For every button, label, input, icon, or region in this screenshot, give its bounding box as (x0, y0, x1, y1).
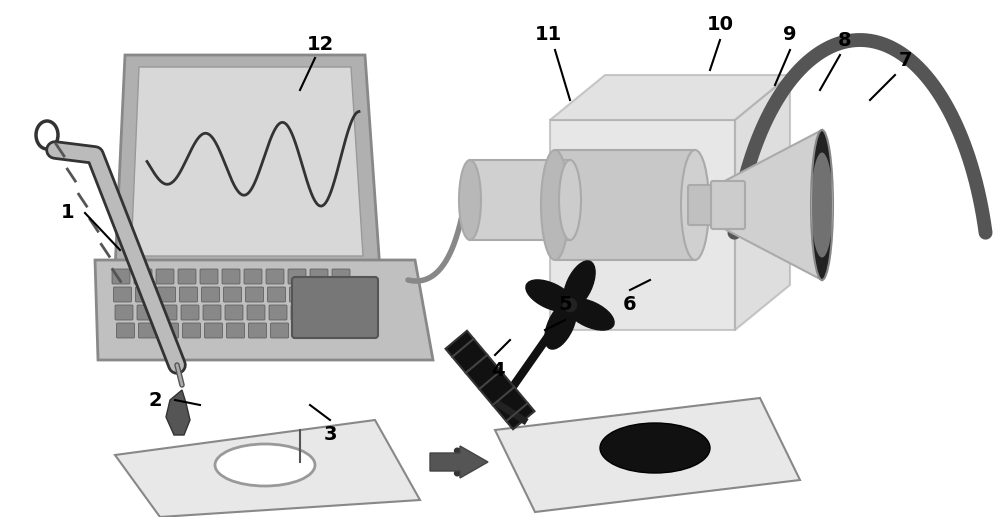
Polygon shape (430, 446, 488, 478)
FancyBboxPatch shape (202, 287, 220, 302)
Polygon shape (95, 260, 433, 360)
FancyBboxPatch shape (335, 305, 353, 320)
FancyBboxPatch shape (156, 269, 174, 284)
Text: 6: 6 (623, 296, 637, 314)
FancyBboxPatch shape (288, 269, 306, 284)
FancyBboxPatch shape (270, 323, 288, 338)
Text: 8: 8 (838, 31, 852, 50)
FancyBboxPatch shape (138, 323, 156, 338)
Polygon shape (550, 75, 790, 120)
Circle shape (562, 297, 578, 313)
FancyBboxPatch shape (313, 305, 331, 320)
FancyBboxPatch shape (182, 323, 200, 338)
Ellipse shape (811, 153, 833, 257)
Text: 11: 11 (534, 25, 562, 44)
FancyBboxPatch shape (292, 323, 310, 338)
Polygon shape (717, 130, 822, 280)
FancyBboxPatch shape (334, 287, 352, 302)
Ellipse shape (811, 130, 833, 280)
FancyBboxPatch shape (112, 269, 130, 284)
Ellipse shape (564, 261, 595, 309)
FancyBboxPatch shape (136, 287, 154, 302)
Text: 5: 5 (558, 296, 572, 314)
FancyBboxPatch shape (203, 305, 221, 320)
FancyBboxPatch shape (688, 185, 722, 225)
Ellipse shape (681, 150, 709, 260)
FancyBboxPatch shape (292, 277, 378, 338)
Ellipse shape (566, 298, 614, 330)
FancyBboxPatch shape (159, 305, 177, 320)
FancyBboxPatch shape (332, 269, 350, 284)
FancyBboxPatch shape (158, 287, 176, 302)
FancyBboxPatch shape (269, 305, 287, 320)
FancyBboxPatch shape (180, 287, 198, 302)
Ellipse shape (600, 423, 710, 473)
FancyBboxPatch shape (247, 305, 265, 320)
Polygon shape (166, 390, 190, 435)
Ellipse shape (545, 301, 576, 349)
Text: 4: 4 (491, 360, 505, 379)
Polygon shape (115, 420, 420, 517)
Text: 12: 12 (306, 36, 334, 54)
FancyBboxPatch shape (114, 287, 132, 302)
FancyBboxPatch shape (222, 269, 240, 284)
Polygon shape (115, 55, 380, 270)
Text: 9: 9 (783, 25, 797, 44)
FancyBboxPatch shape (115, 305, 133, 320)
FancyBboxPatch shape (246, 287, 264, 302)
Polygon shape (495, 398, 800, 512)
Text: 2: 2 (148, 390, 162, 409)
FancyBboxPatch shape (160, 323, 178, 338)
FancyBboxPatch shape (134, 269, 152, 284)
Polygon shape (470, 160, 570, 240)
Polygon shape (735, 75, 790, 330)
FancyBboxPatch shape (178, 269, 196, 284)
Ellipse shape (559, 160, 581, 240)
FancyBboxPatch shape (205, 323, 222, 338)
FancyBboxPatch shape (225, 305, 243, 320)
FancyBboxPatch shape (224, 287, 242, 302)
Text: 3: 3 (323, 425, 337, 445)
Polygon shape (131, 67, 363, 256)
FancyBboxPatch shape (711, 181, 745, 229)
FancyBboxPatch shape (310, 269, 328, 284)
Ellipse shape (459, 160, 481, 240)
FancyBboxPatch shape (266, 269, 284, 284)
Text: 7: 7 (898, 51, 912, 69)
FancyBboxPatch shape (248, 323, 266, 338)
FancyBboxPatch shape (268, 287, 286, 302)
FancyBboxPatch shape (181, 305, 199, 320)
Ellipse shape (526, 280, 574, 311)
FancyBboxPatch shape (137, 305, 155, 320)
Ellipse shape (541, 150, 569, 260)
FancyBboxPatch shape (200, 269, 218, 284)
Polygon shape (555, 150, 695, 260)
Text: 1: 1 (61, 204, 75, 222)
FancyBboxPatch shape (116, 323, 134, 338)
FancyBboxPatch shape (244, 269, 262, 284)
FancyBboxPatch shape (314, 323, 332, 338)
Text: 10: 10 (706, 16, 734, 35)
Polygon shape (446, 331, 534, 429)
FancyBboxPatch shape (291, 305, 309, 320)
Ellipse shape (215, 444, 315, 486)
Polygon shape (550, 120, 735, 330)
FancyBboxPatch shape (336, 323, 354, 338)
FancyBboxPatch shape (290, 287, 308, 302)
FancyBboxPatch shape (312, 287, 330, 302)
FancyBboxPatch shape (226, 323, 244, 338)
